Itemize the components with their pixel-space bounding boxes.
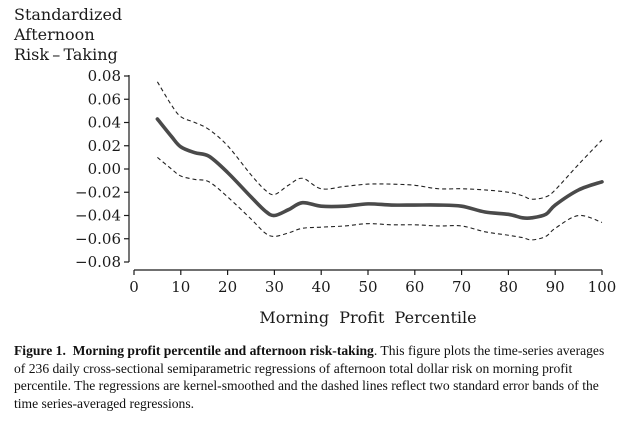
- caption-title: Morning profit percentile and afternoon …: [72, 343, 374, 358]
- y-tick-label: 0.06: [88, 90, 121, 108]
- x-tick-label: 50: [358, 278, 377, 296]
- plot-area: [155, 81, 604, 241]
- x-tick-label: 70: [452, 278, 471, 296]
- y-axis-title: Standardized Afternoon Risk – Taking: [13, 5, 122, 64]
- caption-label: Figure 1.: [14, 343, 66, 358]
- caption-body: . This figure plots the time-series aver…: [14, 343, 605, 411]
- y-tick-label: −0.02: [75, 183, 121, 201]
- x-axis-title: Morning Profit Percentile: [259, 308, 476, 327]
- y-tick-label: −0.06: [75, 230, 121, 248]
- x-tick-label: 90: [546, 278, 565, 296]
- y-tick-label: −0.04: [75, 207, 121, 225]
- line-chart: Standardized Afternoon Risk – Taking 0.0…: [13, 5, 616, 327]
- x-tick-label: 80: [499, 278, 518, 296]
- y-axis-title-line: Standardized: [14, 5, 122, 24]
- x-tick-label: 20: [218, 278, 237, 296]
- x-tick-label: 100: [588, 278, 617, 296]
- y-tick-label: 0.00: [88, 160, 121, 178]
- y-tick-label: 0.02: [88, 137, 121, 155]
- x-tick-label: 60: [405, 278, 424, 296]
- y-ticks: 0.08 0.06 0.04 0.02 0.00 −0.02 −0.04 −0.06 −0.08: [75, 67, 129, 271]
- x-tick-label: 30: [265, 278, 284, 296]
- series-line-estimate: [155, 117, 604, 221]
- x-ticks: 0 10 20 30 40 50 60 70 80 90 100: [129, 270, 616, 296]
- x-tick-label: 0: [129, 278, 139, 296]
- y-tick-label: 0.04: [88, 114, 121, 132]
- x-tick-label: 40: [312, 278, 331, 296]
- series-line-error-band: [156, 81, 603, 200]
- y-axis-title-line: Afternoon: [13, 25, 95, 44]
- figure-caption: Figure 1. Morning profit percentile and …: [14, 342, 618, 412]
- x-tick-label: 10: [171, 278, 190, 296]
- y-tick-label: −0.08: [75, 253, 121, 271]
- y-axis-title-line: Risk – Taking: [14, 45, 118, 64]
- y-tick-label: 0.08: [88, 67, 121, 85]
